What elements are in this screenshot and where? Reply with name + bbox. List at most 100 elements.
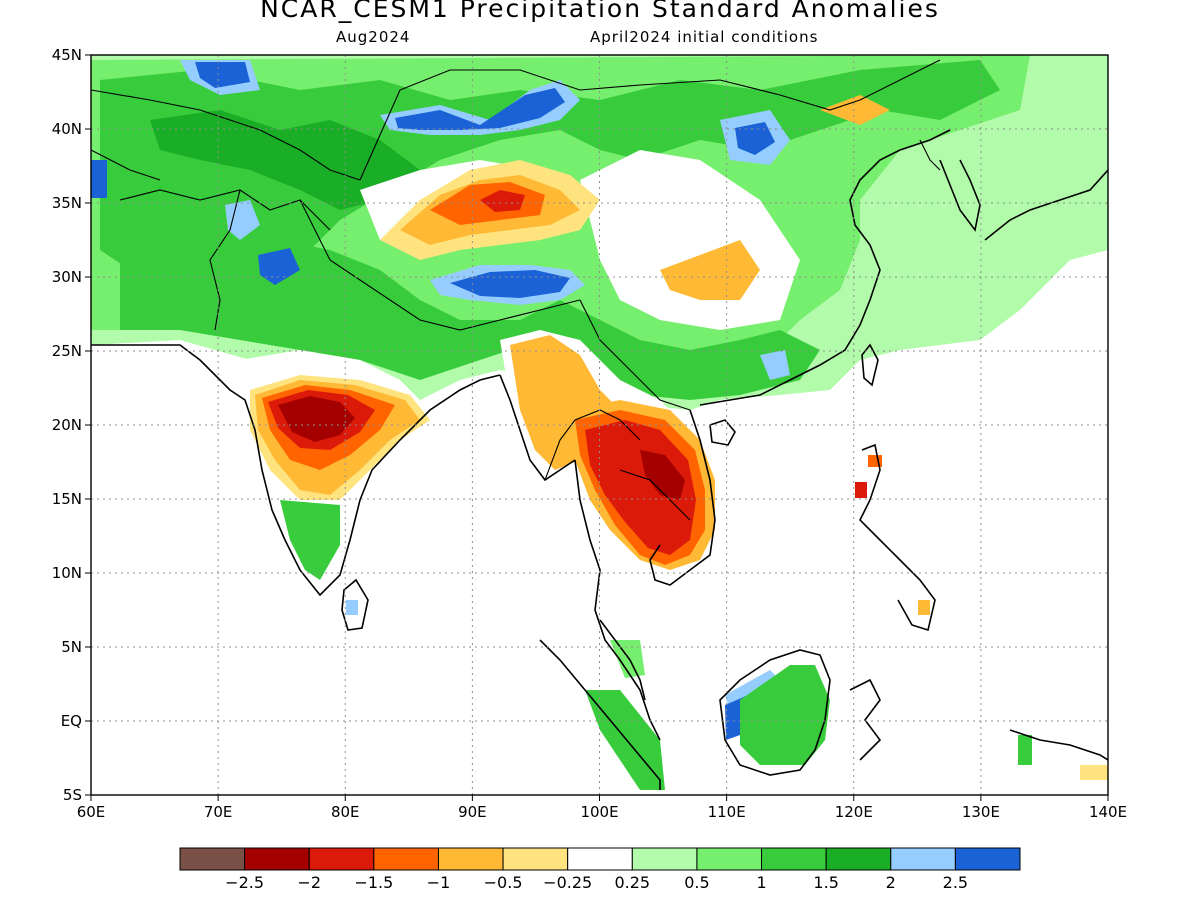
colorbar-label: −0.25 [543,873,592,892]
colorbar-swatch [890,847,956,871]
coastline-hainan [709,419,736,446]
lon-tick-label: 140E [1089,803,1127,821]
anomaly-patch-india-dry-extreme [278,396,355,442]
map-title: NCAR_CESM1 Precipitation Standard Anomal… [260,0,940,23]
coastline-taiwan [861,343,879,387]
border-7 [544,409,641,481]
border-3 [299,199,581,331]
anomaly-patch-wet-iran [91,160,107,198]
anomaly-patch-philippines-dry-2 [868,455,882,467]
colorbar: −2.5 −2 −1.5 −1 −0.5 −0.25 0.25 0.5 1 1.5 2 2.5 [179,847,1021,892]
lat-tick-label: 45N [52,46,82,64]
lat-tick-label: 15N [52,490,82,508]
anomaly-field [91,55,1108,790]
coastline-png [1009,729,1108,761]
anomaly-patch-philippines-dry [855,482,867,498]
colorbar-label: 1.5 [813,873,838,892]
anomaly-patch-wet-afghanistan [225,200,260,240]
anomaly-patch-south-asia-green [120,240,820,400]
coastline-south-china [699,129,951,406]
colorbar-swatch [437,847,504,871]
coastline-srilanka [341,578,369,631]
lat-tick-label: 40N [52,120,82,138]
colorbar-swatch [825,847,892,871]
coastline-philippines [859,443,936,632]
lat-tick-label: 10N [52,564,82,582]
anomaly-patch-wet-pakistan [258,248,300,285]
border-9 [919,139,941,171]
colorbar-label: 1 [756,873,766,892]
border-8 [619,469,691,521]
anomaly-patch-pacific-dry [1080,765,1108,780]
colorbar-label: 2.5 [943,873,968,892]
colorbar-swatch [631,847,698,871]
anomaly-patch-wet-srilanka [346,600,358,615]
anomaly-patch-mindanao-dry [918,600,930,615]
anomaly-patch-wet-tarim-strong [395,88,565,130]
lon-tick-label: 70E [204,803,233,821]
anomaly-patch-tibet-dark-green [150,110,420,210]
anomaly-patch-wet-borneo-green [740,665,830,765]
coastline-sumatra [539,639,661,790]
colorbar-swatch [502,847,569,871]
lat-tick-label: 5S [63,786,82,804]
colorbar-swatch [761,847,827,871]
anomaly-patch-indochina-dry-extreme [640,450,685,500]
colorbar-label: −1 [427,873,451,892]
border-5 [359,59,941,181]
coastline-japan [984,169,1108,241]
coastline-vietnam [649,409,716,586]
anomaly-patch-wet-south-china [760,350,790,380]
lon-tick-label: 60E [77,803,106,821]
lon-tick-label: 90E [458,803,487,821]
coastline-malay [599,619,646,701]
colorbar-label: −2 [297,873,321,892]
border-2 [209,189,241,331]
colorbar-label: 0.25 [614,873,650,892]
colorbar-swatch [244,847,310,871]
lat-tick-label: EQ [61,712,82,730]
colorbar-swatch [567,847,633,871]
colorbar-swatch [373,847,439,871]
initial-conditions-label: April2024 initial conditions [590,28,819,46]
border-4 [91,89,361,181]
lat-tick-label: 35N [52,194,82,212]
colorbar-swatch [696,847,763,871]
colorbar-swatch [308,847,375,871]
lon-tick-label: 130E [962,803,1000,821]
coastline-bay-east [499,374,576,482]
anomaly-patch-wet-south-india [280,500,340,580]
border-6 [579,299,691,411]
anomaly-patch-indochina-dry-severe [585,420,696,555]
colorbar-swatch [954,847,1021,871]
colorbar-label: −2.5 [225,873,264,892]
lon-tick-label: 110E [708,803,746,821]
gridlines [91,55,1108,795]
colorbar-swatch [179,847,246,871]
longitude-axis: 60E 70E 80E 90E 100E 110E 120E 130E 140E [77,795,1127,821]
colorbar-label: −0.5 [484,873,523,892]
lat-tick-label: 25N [52,342,82,360]
colorbar-label: 0.5 [684,873,709,892]
anomaly-patch-wet-mongolia-strong [735,122,775,155]
lat-tick-label: 30N [52,268,82,286]
coastline-borneo [719,649,831,776]
anomaly-patch-wet-malay [610,640,645,678]
lon-tick-label: 80E [331,803,360,821]
anomaly-patch-tibet-dry-core [480,190,525,212]
anomaly-patch-mongolia-dry [820,95,890,125]
colorbar-label: 2 [886,873,896,892]
colorbar-label: −1.5 [354,873,393,892]
lon-tick-label: 120E [835,803,873,821]
anomaly-patch-wet-central-asia-strong [195,62,250,88]
anomaly-patch-china-dry [660,240,760,300]
country-borders [91,59,941,521]
lat-tick-label: 5N [61,638,82,656]
border-10 [91,149,161,181]
latitude-axis: 45N 40N 35N 30N 25N 20N 15N 10N 5N EQ 5S [52,46,91,804]
lat-tick-label: 20N [52,416,82,434]
lon-tick-label: 100E [580,803,618,821]
anomaly-patch-wet-png [1018,735,1032,765]
coastline-korea [939,159,981,232]
